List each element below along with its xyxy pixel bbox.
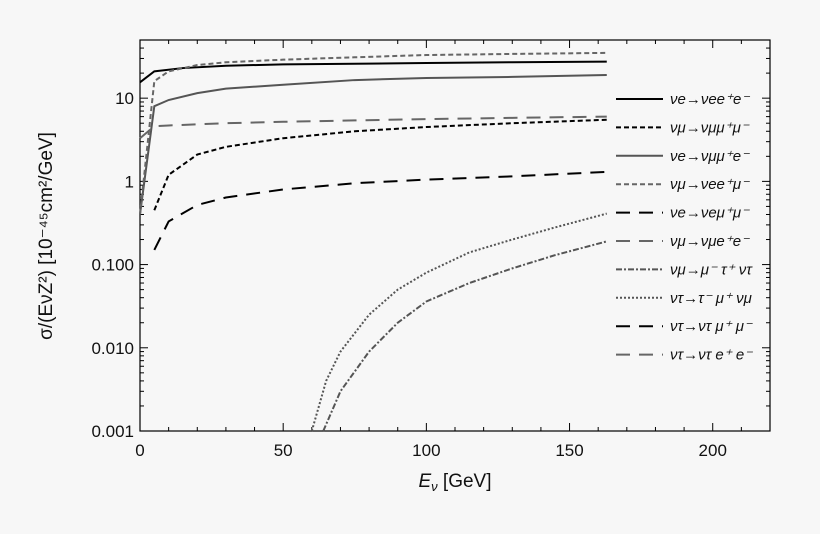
- x-tick-label: 100: [412, 441, 440, 460]
- series-line: [139, 73, 607, 215]
- series-line: [153, 170, 607, 251]
- y-tick-label: 0.001: [91, 422, 134, 441]
- y-tick-label: 0.100: [91, 256, 134, 275]
- legend-label: νe→νee⁺e⁻: [670, 91, 750, 108]
- legend-label: νe→νeμ⁺μ⁻: [670, 205, 750, 222]
- legend-label: ντ→τ⁻ μ⁺ νμ: [670, 290, 752, 307]
- series-line: [153, 118, 607, 211]
- series-line: [139, 60, 607, 84]
- legend-label: νμ→νμe⁺e⁻: [670, 233, 750, 250]
- legend-label: νe→νμμ⁺e⁻: [670, 148, 750, 165]
- series-line: [310, 212, 608, 432]
- x-tick-label: 50: [274, 441, 293, 460]
- legend-label: ντ→ντ e⁺ e⁻: [670, 347, 753, 364]
- y-axis-label: σ/(EνZ²) [10⁻⁴⁵cm²/GeV]: [36, 132, 57, 340]
- x-tick-label: 150: [555, 441, 583, 460]
- x-axis-label: Eν [GeV]: [418, 471, 491, 494]
- y-tick-label: 1: [125, 172, 134, 191]
- y-tick-label: 0.010: [91, 339, 134, 358]
- series-line: [322, 240, 608, 432]
- series-line: [139, 115, 607, 139]
- x-tick-label: 200: [699, 441, 727, 460]
- x-tick-label: 0: [135, 441, 144, 460]
- legend-label: ντ→ντ μ⁺ μ⁻: [670, 318, 753, 335]
- y-tick-label: 10: [115, 89, 134, 108]
- legend-label: νμ→μ⁻ τ⁺ ντ: [670, 261, 753, 278]
- legend-label: νμ→νμμ⁺μ⁻: [670, 119, 750, 136]
- legend-label: νμ→νee⁺μ⁻: [670, 176, 750, 193]
